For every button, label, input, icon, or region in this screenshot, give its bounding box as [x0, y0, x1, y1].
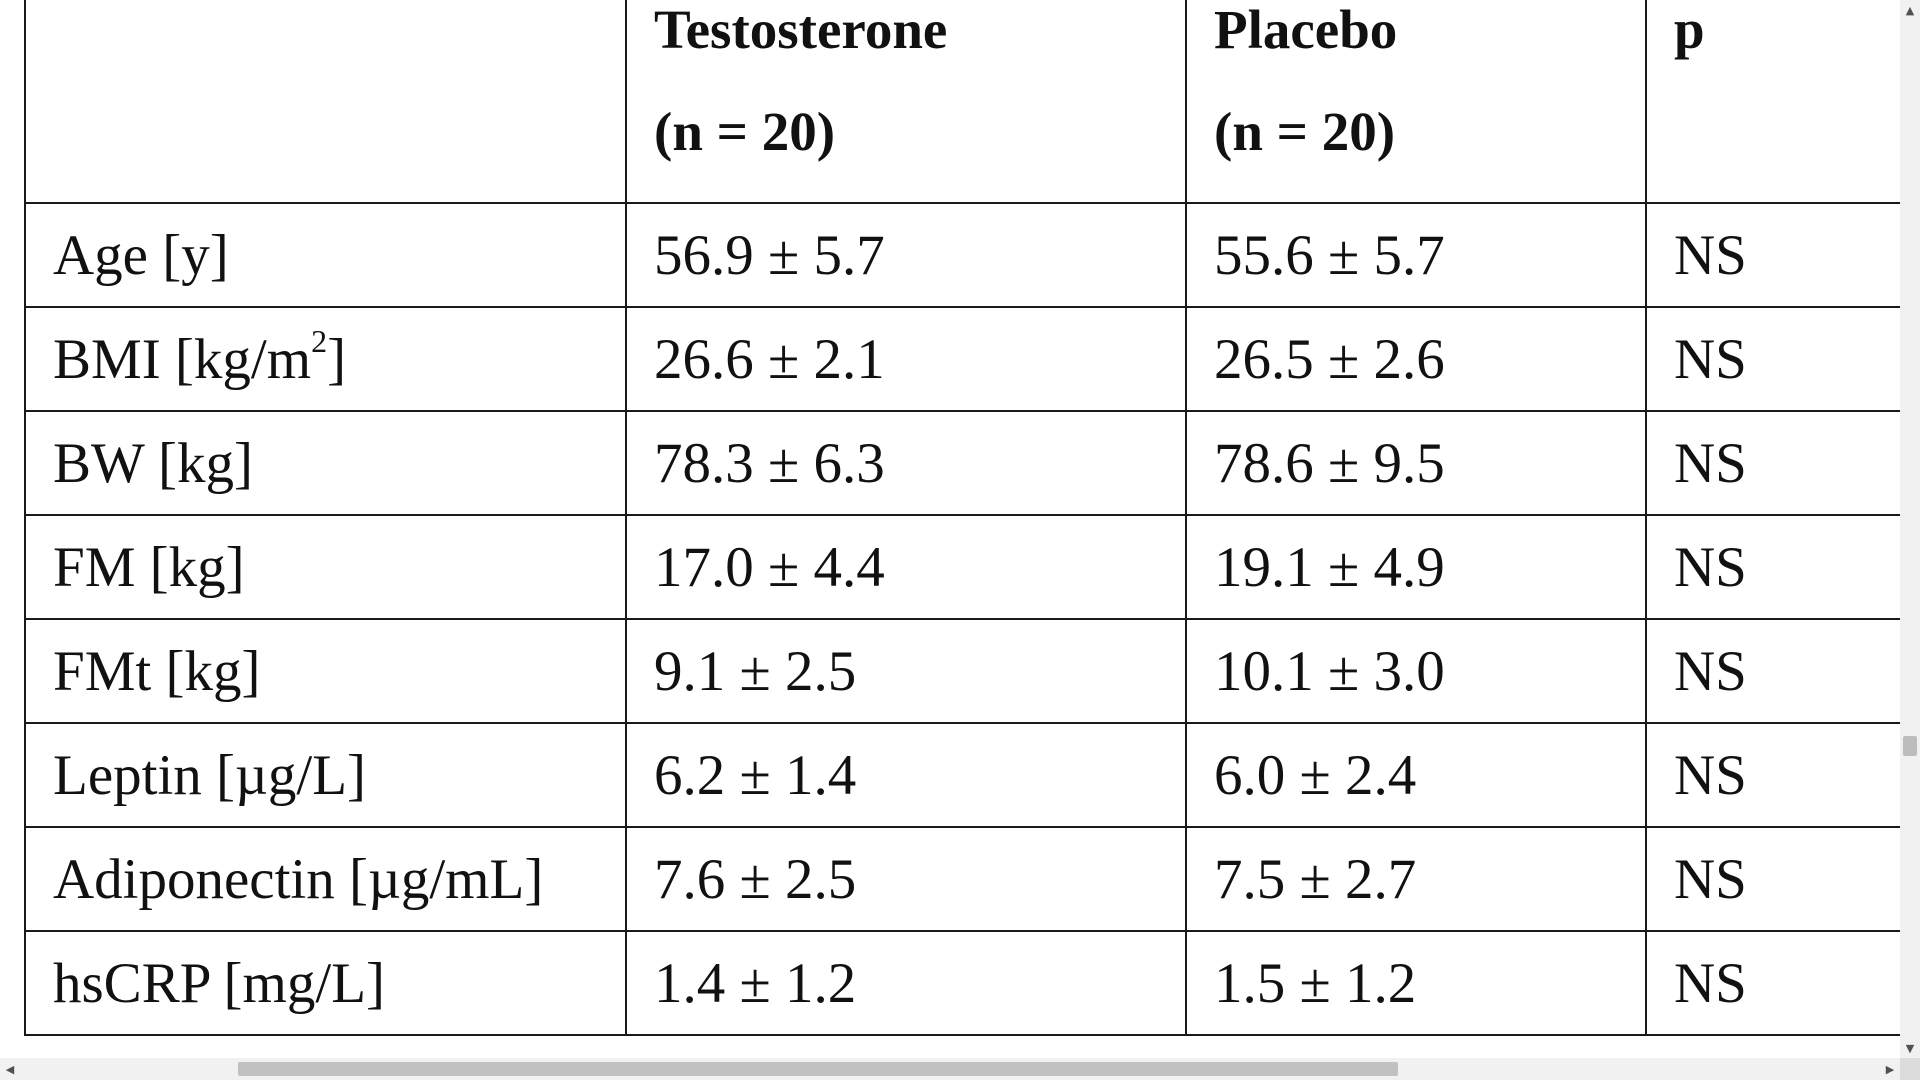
testosterone-value: 26.6 ± 2.1	[625, 306, 1187, 412]
vertical-scroll-thumb[interactable]	[1903, 736, 1917, 756]
placebo-value: 6.0 ± 2.4	[1185, 722, 1647, 828]
header-p-title: p	[1674, 0, 1705, 60]
row-label: FMt [kg]	[24, 618, 627, 724]
placebo-value: 55.6 ± 5.7	[1185, 202, 1647, 308]
p-value: NS	[1645, 410, 1901, 516]
header-cell-empty	[24, 0, 627, 204]
testosterone-value: 1.4 ± 1.2	[625, 930, 1187, 1036]
row-label: Adiponectin [µg/mL]	[24, 826, 627, 932]
testosterone-value: 9.1 ± 2.5	[625, 618, 1187, 724]
row-label: FM [kg]	[24, 514, 627, 620]
superscript-two: 2	[311, 322, 328, 359]
p-value: NS	[1645, 826, 1901, 932]
table-row-age: Age [y] 56.9 ± 5.7 55.6 ± 5.7 NS	[24, 202, 1901, 308]
table-row-fm: FM [kg] 17.0 ± 4.4 19.1 ± 4.9 NS	[24, 514, 1901, 620]
table-header-row: Testosterone (n = 20) Placebo (n = 20) p	[24, 0, 1901, 204]
row-label: BMI [kg/m2]	[24, 306, 627, 412]
scrollbar-corner	[1900, 1058, 1920, 1080]
placebo-value: 1.5 ± 1.2	[1185, 930, 1647, 1036]
baseline-characteristics-table: Testosterone (n = 20) Placebo (n = 20) p…	[24, 0, 1901, 1036]
testosterone-value: 78.3 ± 6.3	[625, 410, 1187, 516]
table-row-adiponectin: Adiponectin [µg/mL] 7.6 ± 2.5 7.5 ± 2.7 …	[24, 826, 1901, 932]
testosterone-value: 7.6 ± 2.5	[625, 826, 1187, 932]
table-row-fmt: FMt [kg] 9.1 ± 2.5 10.1 ± 3.0 NS	[24, 618, 1901, 724]
header-cell-p: p	[1645, 0, 1901, 204]
header-testosterone-title: Testosterone	[654, 0, 948, 60]
placebo-value: 26.5 ± 2.6	[1185, 306, 1647, 412]
row-label: BW [kg]	[24, 410, 627, 516]
p-value: NS	[1645, 618, 1901, 724]
scroll-right-arrow-icon[interactable]: ▶	[1885, 1062, 1895, 1076]
scroll-down-arrow-icon[interactable]: ▼	[1905, 1041, 1915, 1055]
row-label: Leptin [µg/L]	[24, 722, 627, 828]
header-placebo-n: (n = 20)	[1214, 101, 1396, 162]
placebo-value: 19.1 ± 4.9	[1185, 514, 1647, 620]
testosterone-value: 17.0 ± 4.4	[625, 514, 1187, 620]
scroll-up-arrow-icon[interactable]: ▲	[1905, 3, 1915, 17]
p-value: NS	[1645, 202, 1901, 308]
horizontal-scroll-thumb[interactable]	[238, 1062, 1398, 1076]
p-value: NS	[1645, 930, 1901, 1036]
table-row-leptin: Leptin [µg/L] 6.2 ± 1.4 6.0 ± 2.4 NS	[24, 722, 1901, 828]
p-value: NS	[1645, 722, 1901, 828]
vertical-scrollbar[interactable]: ▲ ▼	[1900, 0, 1920, 1058]
horizontal-scrollbar[interactable]: ◀ ▶	[0, 1058, 1900, 1080]
header-cell-testosterone: Testosterone (n = 20)	[625, 0, 1187, 204]
placebo-value: 78.6 ± 9.5	[1185, 410, 1647, 516]
placebo-value: 10.1 ± 3.0	[1185, 618, 1647, 724]
p-value: NS	[1645, 306, 1901, 412]
header-cell-placebo: Placebo (n = 20)	[1185, 0, 1647, 204]
placebo-value: 7.5 ± 2.7	[1185, 826, 1647, 932]
testosterone-value: 56.9 ± 5.7	[625, 202, 1187, 308]
scroll-left-arrow-icon[interactable]: ◀	[5, 1062, 15, 1076]
testosterone-value: 6.2 ± 1.4	[625, 722, 1187, 828]
header-placebo-title: Placebo	[1214, 0, 1398, 60]
row-label: Age [y]	[24, 202, 627, 308]
table-row-hscrp: hsCRP [mg/L] 1.4 ± 1.2 1.5 ± 1.2 NS	[24, 930, 1901, 1036]
p-value: NS	[1645, 514, 1901, 620]
row-label: hsCRP [mg/L]	[24, 930, 627, 1036]
header-testosterone-n: (n = 20)	[654, 101, 836, 162]
table-row-bw: BW [kg] 78.3 ± 6.3 78.6 ± 9.5 NS	[24, 410, 1901, 516]
table-row-bmi: BMI [kg/m2] 26.6 ± 2.1 26.5 ± 2.6 NS	[24, 306, 1901, 412]
